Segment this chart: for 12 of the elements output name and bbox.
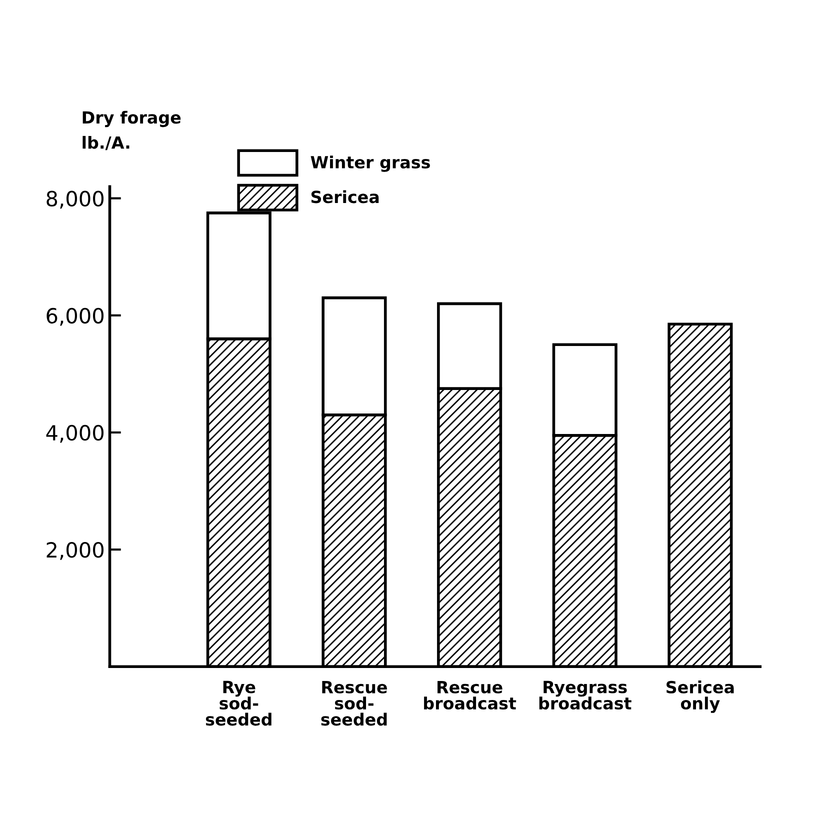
legend-label: Sericea: [311, 190, 379, 204]
y-axis-title: Dry forage lb./A.: [82, 110, 181, 150]
x-tick-label: Sericea only: [666, 680, 734, 713]
y-tick-label: 8,000: [46, 190, 104, 209]
y-tick-label: 4,000: [46, 424, 104, 443]
x-tick-label: Ryegrass broadcast: [539, 680, 632, 710]
legend-label: Winter grass: [310, 156, 430, 172]
y-tick-label: 2,000: [46, 542, 104, 560]
x-tick-label: Rescue sod- seeded: [321, 681, 387, 726]
x-tick-label: Rye sod- seeded: [206, 680, 272, 726]
y-tick-label: 6,000: [46, 308, 104, 326]
x-tick-label: Rescue broadcast: [424, 681, 516, 710]
